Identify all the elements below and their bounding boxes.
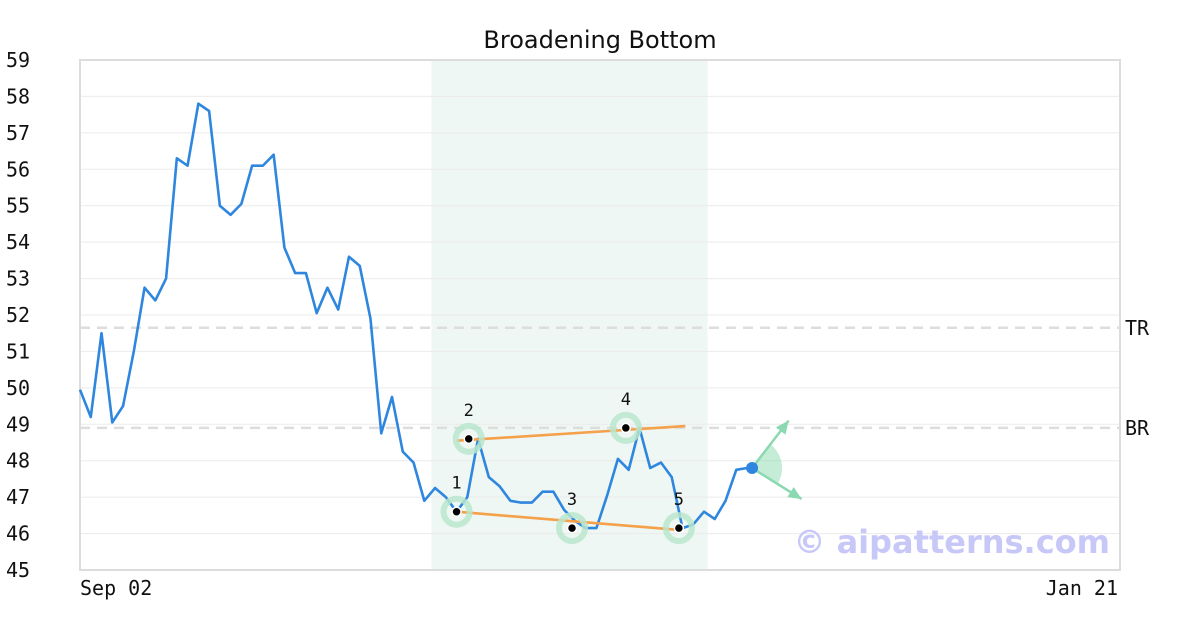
pivot-halo [662, 512, 695, 545]
reference-line-label: TR [1125, 316, 1150, 340]
pivot-label: 2 [464, 401, 474, 421]
pivot-halo [609, 411, 642, 444]
pivot-halo [440, 495, 473, 528]
y-tick-label: 59 [6, 48, 30, 72]
y-tick-label: 47 [6, 485, 30, 509]
y-axis-ticks: 45 46 47 48 49 50 51 52 53 54 55 56 57 58 59 [6, 48, 30, 582]
y-tick-label: 49 [6, 412, 30, 436]
x-axis-ticks: Sep 02 Jan 21 [80, 576, 1118, 600]
y-tick-label: 55 [6, 194, 30, 218]
y-tick-label: 58 [6, 84, 30, 108]
y-tick-label: 50 [6, 376, 30, 400]
y-tick-label: 51 [6, 339, 30, 363]
y-tick-label: 52 [6, 303, 30, 327]
chart-title: Broadening Bottom [483, 26, 716, 54]
y-tick-label: 53 [6, 267, 30, 291]
projection-up-arrow-head [775, 420, 789, 435]
pivot-label: 1 [451, 474, 461, 494]
trend-lines-layer [456, 424, 686, 532]
y-tick-label: 57 [6, 121, 30, 145]
pivot-halo [452, 422, 485, 455]
reference-lines-layer: TR BR [80, 316, 1150, 440]
pivot-label: 4 [621, 390, 631, 410]
pivot-point [463, 433, 474, 445]
pivot-point [566, 522, 578, 534]
price-line [78, 102, 748, 530]
projection-wedge [752, 444, 783, 484]
trend-line [456, 424, 686, 442]
watermark: © aipatterns.com [793, 523, 1110, 561]
y-tick-label: 54 [6, 230, 30, 254]
pivot-label: 5 [674, 490, 684, 510]
y-tick-label: 48 [6, 449, 30, 473]
pivot-label: 3 [567, 490, 577, 510]
reference-line-label: BR [1125, 416, 1150, 440]
plot-frame [79, 59, 1121, 571]
price-series-layer [78, 102, 748, 530]
y-tick-label: 45 [6, 558, 30, 582]
grid-layer [80, 59, 1120, 571]
projection-layer [746, 419, 803, 501]
x-tick-label: Sep 02 [80, 576, 152, 600]
trend-line [456, 510, 680, 532]
y-tick-label: 46 [6, 522, 30, 546]
pivot-halo [556, 512, 589, 545]
pivot-point [673, 522, 685, 534]
pivots-layer: 1 2 3 4 5 [440, 390, 695, 545]
pivot-point [620, 422, 632, 434]
pivot-point [451, 506, 462, 517]
y-tick-label: 56 [6, 157, 30, 181]
last-price-point [746, 462, 759, 474]
x-tick-label: Jan 21 [1046, 576, 1118, 600]
projection-down-arrow-head [787, 486, 802, 499]
